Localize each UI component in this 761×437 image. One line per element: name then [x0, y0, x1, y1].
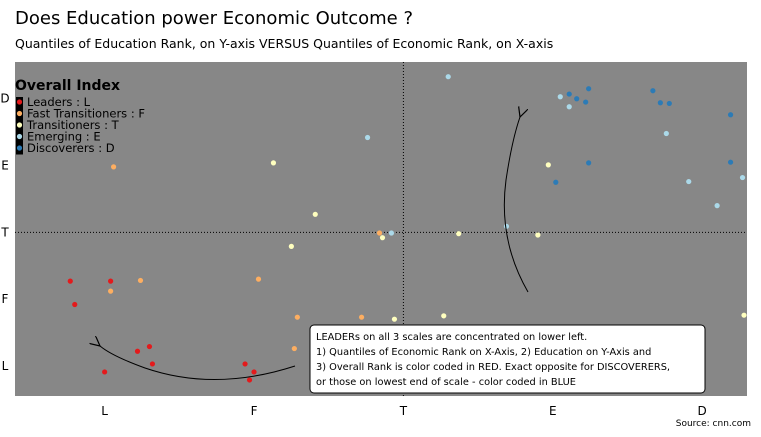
data-point-emerging — [686, 178, 692, 185]
y-tick-label: T — [0, 225, 9, 239]
data-point-discoverers — [566, 91, 572, 97]
data-point-transitioners — [391, 316, 398, 322]
data-point-discoverers — [657, 100, 663, 106]
y-tick-label: E — [1, 159, 9, 173]
annotation-line: or those on lowest end of scale - color … — [316, 377, 576, 388]
data-point-emerging — [739, 174, 746, 181]
data-point-transitioners — [379, 235, 386, 241]
legend-marker — [16, 122, 23, 128]
data-point-leaders — [251, 369, 257, 375]
data-point-discoverers — [553, 179, 559, 185]
data-point-emerging — [557, 94, 563, 100]
y-tick-label: F — [2, 292, 9, 306]
legend-entry: Discoverers : D — [27, 141, 115, 155]
data-point-transitioners — [535, 232, 541, 238]
data-point-transitioners — [288, 243, 294, 249]
data-point-transitioners — [312, 211, 318, 217]
data-point-transitioners — [456, 231, 462, 237]
data-point-discoverers — [727, 159, 734, 165]
data-point-fast-transitioners — [294, 314, 300, 320]
data-point-fast-transitioners — [291, 345, 297, 352]
legend-marker — [16, 99, 23, 105]
data-point-fast-transitioners — [108, 288, 114, 294]
data-point-emerging — [503, 223, 510, 229]
data-point-transitioners — [441, 313, 447, 319]
data-point-leaders — [134, 348, 141, 354]
chart-title: Does Education power Economic Outcome ? — [15, 8, 414, 29]
source-note: Source: cnn.com — [675, 419, 751, 429]
annotation-line: LEADERs on all 3 scales are concentrated… — [316, 332, 587, 343]
legend-entry: Transitioners : T — [26, 118, 120, 132]
data-point-leaders — [102, 369, 108, 375]
data-point-leaders — [242, 361, 248, 367]
annotation-box — [309, 324, 706, 394]
data-point-discoverers — [574, 96, 580, 102]
data-point-emerging — [445, 74, 451, 80]
chart-subtitle: Quantiles of Education Rank, on Y-axis V… — [15, 36, 554, 51]
annotation-line: 3) Overall Rank is color coded in RED. E… — [316, 362, 670, 373]
data-point-leaders — [108, 278, 114, 284]
annotation-line: 1) Quantiles of Economic Rank on X-Axis,… — [316, 347, 651, 358]
data-point-leaders — [72, 301, 78, 308]
data-point-leaders — [67, 278, 73, 284]
legend-marker — [16, 145, 23, 151]
data-point-emerging — [566, 104, 572, 110]
data-point-leaders — [149, 361, 156, 367]
data-point-fast-transitioners — [110, 164, 117, 170]
data-point-transitioners — [741, 312, 747, 318]
x-tick-label: E — [549, 404, 557, 418]
x-tick-label: T — [399, 404, 408, 418]
data-point-fast-transitioners — [358, 314, 365, 320]
leaders-arrow — [100, 346, 296, 381]
data-point-discoverers — [586, 160, 592, 166]
data-point-leaders — [246, 377, 253, 383]
data-point-transitioners — [545, 162, 551, 168]
x-tick-label: F — [251, 404, 258, 418]
data-point-fast-transitioners — [376, 230, 383, 236]
legend-title: Overall Index — [15, 78, 120, 94]
data-point-emerging — [663, 130, 669, 137]
data-point-discoverers — [586, 86, 592, 92]
data-point-fast-transitioners — [255, 276, 262, 282]
legend-entry: Leaders : L — [27, 95, 91, 109]
x-tick-label: L — [101, 404, 108, 418]
data-point-fast-transitioners — [137, 277, 144, 284]
legend-marker — [16, 133, 23, 140]
data-point-leaders — [146, 343, 153, 350]
y-tick-label: D — [0, 92, 9, 106]
data-point-discoverers — [650, 88, 656, 94]
y-tick-label: L — [2, 359, 9, 373]
legend-entry: Emerging : E — [27, 130, 101, 144]
data-point-emerging — [714, 203, 720, 209]
data-point-emerging — [388, 230, 395, 236]
data-point-emerging — [364, 134, 371, 141]
x-tick-label: D — [698, 404, 707, 418]
data-point-discoverers — [666, 100, 672, 107]
legend-entry: Fast Transitioners : F — [27, 107, 145, 121]
discoverers-arrow — [503, 117, 529, 293]
legend-marker — [16, 110, 23, 117]
data-point-discoverers — [583, 99, 589, 105]
data-point-transitioners — [270, 160, 277, 166]
data-point-discoverers — [727, 112, 734, 118]
